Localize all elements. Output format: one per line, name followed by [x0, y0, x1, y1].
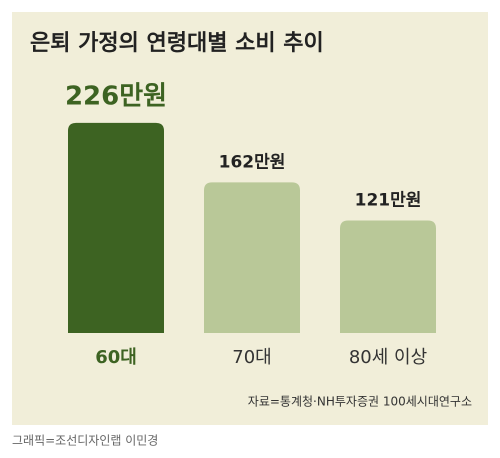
- chart-title: 은퇴 가정의 연령대별 소비 추이: [30, 31, 324, 56]
- source: 자료=통계청·NH투자증권 100세시대연구소: [248, 395, 472, 409]
- value-label: 162만원: [219, 152, 286, 172]
- credit: 그래픽=조선디자인랩 이민경: [12, 434, 158, 448]
- x-tick-label: 60대: [95, 347, 137, 368]
- value-label: 226만원: [65, 81, 167, 111]
- bar: [204, 182, 300, 333]
- value-label: 121만원: [355, 190, 422, 210]
- bar: [68, 122, 164, 333]
- x-tick-label: 80세 이상: [349, 347, 427, 368]
- x-tick-label: 70대: [232, 347, 271, 368]
- bar: [340, 220, 436, 333]
